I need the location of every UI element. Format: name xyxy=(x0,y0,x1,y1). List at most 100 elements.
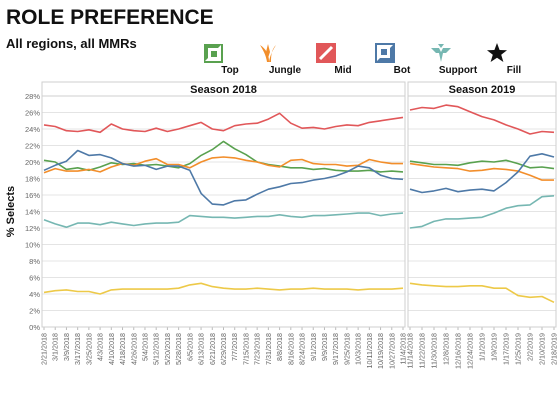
legend-label: Bot xyxy=(393,65,411,76)
x-tick-label: 5/12/2018 xyxy=(152,333,161,365)
x-tick-label: 11/22/2018 xyxy=(418,333,427,368)
x-tick-label: 10/3/2018 xyxy=(354,333,363,365)
x-tick-label: 6/21/2018 xyxy=(208,333,217,365)
x-tick-label: 6/29/2018 xyxy=(219,333,228,365)
x-tick-label: 2/21/2018 xyxy=(40,333,49,365)
x-tick-label: 9/25/2018 xyxy=(342,333,351,365)
legend-label: Jungle xyxy=(268,65,302,76)
y-tick-label: 14% xyxy=(25,208,40,217)
x-tick-label: 12/24/2018 xyxy=(466,333,475,369)
x-tick-label: 12/16/2018 xyxy=(454,333,463,369)
x-tick-label: 4/26/2018 xyxy=(129,333,138,365)
panel-title: Season 2018 xyxy=(190,84,257,96)
legend-label: Mid xyxy=(334,65,352,76)
y-axis-label: % Selects xyxy=(5,186,17,237)
y-tick-label: 18% xyxy=(25,175,40,184)
x-tick-label: 9/9/2018 xyxy=(320,333,329,361)
mid-role-icon xyxy=(316,43,336,63)
x-tick-label: 4/18/2018 xyxy=(118,333,127,365)
legend-item-mid[interactable]: Mid xyxy=(313,40,373,80)
support-role-icon xyxy=(431,44,451,62)
y-tick-label: 24% xyxy=(25,125,40,134)
series-line-support xyxy=(409,195,555,229)
y-tick-label: 6% xyxy=(29,274,40,283)
legend-item-jungle[interactable]: Jungle xyxy=(255,40,315,80)
chart-title: ROLE PREFERENCE xyxy=(6,6,214,29)
y-tick-label: 28% xyxy=(25,92,40,101)
legend-label: Top xyxy=(221,65,239,76)
legend-label: Fill xyxy=(506,65,522,76)
series-line-bot xyxy=(409,153,555,194)
series-line-support xyxy=(43,212,404,228)
y-tick-label: 16% xyxy=(25,191,40,200)
series-line-mid xyxy=(409,104,555,135)
x-tick-label: 6/5/2018 xyxy=(185,333,194,361)
x-tick-label: 2/2/2019 xyxy=(526,333,535,361)
x-tick-label: 3/25/2018 xyxy=(84,333,93,365)
y-tick-label: 10% xyxy=(25,241,40,250)
x-tick-label: 11/4/2018 xyxy=(399,333,408,364)
x-tick-label: 5/28/2018 xyxy=(174,333,183,365)
top-role-icon xyxy=(204,44,223,63)
panel-frame xyxy=(41,95,406,328)
panel-title: Season 2019 xyxy=(449,84,516,96)
series-line-jungle xyxy=(43,156,403,174)
panel-header xyxy=(41,81,406,97)
legend-item-fill[interactable]: Fill xyxy=(484,40,544,80)
x-tick-label: 9/1/2018 xyxy=(309,333,318,361)
legend-label: Support xyxy=(438,65,478,76)
x-tick-label: 2/18/2019 xyxy=(550,333,559,365)
y-tick-label: 22% xyxy=(25,142,40,151)
y-tick-label: 8% xyxy=(29,257,40,266)
x-tick-label: 2/10/2019 xyxy=(538,333,547,365)
legend-item-bot[interactable]: Bot xyxy=(372,40,432,80)
x-tick-label: 8/16/2018 xyxy=(286,333,295,365)
series-line-top xyxy=(409,159,555,170)
x-tick-label: 12/8/2018 xyxy=(442,333,451,365)
panel-frame xyxy=(407,95,557,328)
x-tick-label: 3/17/2018 xyxy=(73,333,82,365)
series-line-bot xyxy=(43,149,404,206)
x-tick-label: 1/9/2019 xyxy=(490,333,499,361)
x-tick-label: 1/1/2019 xyxy=(478,333,487,361)
x-tick-label: 5/4/2018 xyxy=(140,333,149,361)
x-tick-label: 6/13/2018 xyxy=(197,333,206,365)
y-tick-label: 0% xyxy=(29,323,40,332)
series-line-jungle xyxy=(409,162,554,181)
y-tick-label: 20% xyxy=(25,158,40,167)
x-tick-label: 1/17/2019 xyxy=(502,333,511,365)
series-line-fill xyxy=(43,282,404,295)
fill-star-icon xyxy=(487,43,507,62)
x-tick-label: 10/11/2018 xyxy=(365,333,374,368)
x-tick-label: 8/8/2018 xyxy=(275,333,284,361)
x-tick-label: 4/10/2018 xyxy=(107,333,116,365)
y-tick-label: 4% xyxy=(29,290,40,299)
x-tick-label: 10/19/2018 xyxy=(376,333,385,369)
jungle-role-icon xyxy=(260,44,276,62)
x-tick-label: 7/15/2018 xyxy=(241,333,250,365)
legend: Top Jungle Mid Bot Support xyxy=(200,40,555,80)
x-tick-label: 11/30/2018 xyxy=(430,333,439,368)
x-tick-label: 3/1/2018 xyxy=(51,333,60,361)
y-tick-label: 26% xyxy=(25,109,40,118)
x-tick-label: 7/7/2018 xyxy=(230,333,239,361)
x-tick-label: 8/24/2018 xyxy=(298,333,307,365)
x-tick-label: 4/3/2018 xyxy=(96,333,105,361)
x-tick-label: 5/20/2018 xyxy=(163,333,172,365)
panel-header xyxy=(407,81,557,97)
series-line-mid xyxy=(43,112,404,134)
x-tick-label: 10/27/2018 xyxy=(387,333,396,369)
series-line-fill xyxy=(409,282,555,304)
legend-item-support[interactable]: Support xyxy=(428,40,488,80)
x-tick-label: 7/31/2018 xyxy=(264,333,273,365)
y-tick-label: 2% xyxy=(29,307,40,316)
x-tick-label: 1/25/2019 xyxy=(514,333,523,365)
series-line-top xyxy=(43,140,404,173)
x-tick-label: 7/23/2018 xyxy=(253,333,262,365)
x-tick-label: 9/17/2018 xyxy=(331,333,340,365)
legend-item-top[interactable]: Top xyxy=(200,40,260,80)
x-tick-label: 3/9/2018 xyxy=(62,333,71,361)
bot-role-icon xyxy=(375,43,395,63)
chart-subtitle: All regions, all MMRs xyxy=(6,36,137,51)
y-tick-label: 12% xyxy=(25,224,40,233)
